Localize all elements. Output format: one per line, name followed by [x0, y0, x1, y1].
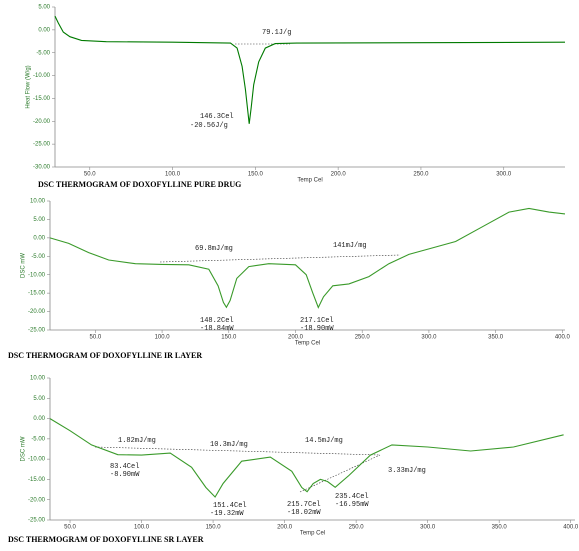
annotation: 69.8mJ/mg — [195, 245, 233, 253]
annotation: -16.95mW — [335, 501, 369, 509]
annotation: -8.90mW — [110, 471, 140, 479]
annotation: -18.90mW — [300, 325, 334, 333]
annotation: 141mJ/mg — [333, 242, 367, 250]
baseline — [159, 254, 401, 263]
baseline — [299, 454, 381, 493]
baseline — [94, 446, 381, 456]
annotation: 146.3Cel — [200, 113, 234, 121]
y-tick-label: 10.00 — [30, 199, 46, 205]
y-tick-label: -20.00 — [28, 497, 46, 503]
caption: DSC THERMOGRAM OF DOXOFYLLINE SR LAYER — [8, 535, 204, 544]
y-tick-label: -15.00 — [28, 291, 46, 297]
x-axis-label: Temp Cel — [300, 531, 325, 537]
y-tick-label: -25.00 — [28, 518, 46, 524]
x-tick-label: 150.0 — [248, 172, 264, 178]
y-tick-label: -10.00 — [33, 73, 51, 79]
caption: DSC THERMOGRAM OF DOXOFYLLINE PURE DRUG — [38, 180, 241, 189]
x-axis-label: Temp Cel — [295, 341, 320, 347]
x-tick-label: 300.0 — [496, 172, 512, 178]
y-axis-label: DSC mW — [21, 436, 27, 461]
annotation: -20.56J/g — [190, 122, 228, 130]
y-tick-label: -10.00 — [28, 457, 46, 463]
x-tick-label: 150.0 — [206, 525, 222, 531]
y-tick-label: 0.00 — [33, 235, 45, 241]
x-tick-label: 50.0 — [64, 525, 76, 531]
annotation: 217.1Cel — [300, 317, 334, 325]
annotation: 14.5mJ/mg — [305, 437, 343, 445]
x-tick-label: 200.0 — [277, 525, 293, 531]
y-tick-label: -15.00 — [28, 477, 46, 483]
annotation: 79.1J/g — [262, 29, 291, 37]
annotation: 148.2Cel — [200, 317, 234, 325]
annotation: -18.84mW — [200, 325, 234, 333]
x-tick-label: 300.0 — [420, 525, 436, 531]
y-tick-label: -5.00 — [31, 254, 45, 260]
annotation: 83.4Cel — [110, 463, 139, 471]
annotation: 1.82mJ/mg — [118, 437, 156, 445]
x-tick-label: 400.0 — [555, 335, 571, 341]
x-axis-label: Temp Cel — [297, 178, 322, 184]
x-tick-label: 200.0 — [288, 335, 304, 341]
y-tick-label: -5.00 — [31, 436, 45, 442]
y-tick-label: -20.00 — [28, 309, 46, 315]
x-tick-label: 400.0 — [563, 525, 579, 531]
y-tick-label: -25.00 — [33, 142, 51, 148]
annotation: 215.7Cel — [287, 501, 321, 509]
x-tick-label: 100.0 — [165, 172, 181, 178]
x-tick-label: 350.0 — [488, 335, 504, 341]
x-tick-label: 150.0 — [221, 335, 237, 341]
x-tick-label: 250.0 — [349, 525, 365, 531]
y-tick-label: 0.00 — [38, 27, 50, 33]
annotation: -19.32mW — [210, 510, 244, 518]
y-tick-label: 5.00 — [33, 217, 45, 223]
y-tick-label: -30.00 — [33, 165, 51, 171]
x-tick-label: 50.0 — [90, 335, 102, 341]
y-tick-label: 10.00 — [30, 376, 46, 382]
y-tick-label: -5.00 — [36, 50, 50, 56]
annotation: 151.4Cel — [213, 502, 247, 510]
y-tick-label: 5.00 — [33, 396, 45, 402]
caption: DSC THERMOGRAM OF DOXOFYLLINE IR LAYER — [8, 351, 202, 360]
annotation: 3.33mJ/mg — [388, 467, 426, 475]
x-tick-label: 100.0 — [155, 335, 171, 341]
y-tick-label: 0.00 — [33, 416, 45, 422]
y-tick-label: -20.00 — [33, 119, 51, 125]
annotation: 10.3mJ/mg — [210, 441, 248, 449]
thermogram-line — [49, 418, 564, 498]
x-tick-label: 100.0 — [134, 525, 150, 531]
y-tick-label: -10.00 — [28, 272, 46, 278]
y-tick-label: -15.00 — [33, 96, 51, 102]
annotation: -18.02mW — [287, 509, 321, 517]
y-axis-label: DSC mW — [21, 253, 27, 278]
y-tick-label: -25.00 — [28, 328, 46, 334]
thermogram-line — [54, 15, 566, 124]
x-tick-label: 350.0 — [492, 525, 508, 531]
x-tick-label: 300.0 — [421, 335, 437, 341]
annotation: 235.4Cel — [335, 493, 369, 501]
x-tick-label: 50.0 — [84, 172, 96, 178]
x-tick-label: 250.0 — [355, 335, 371, 341]
x-tick-label: 200.0 — [331, 172, 347, 178]
x-tick-label: 250.0 — [413, 172, 429, 178]
thermogram-line — [49, 207, 566, 309]
y-tick-label: 5.00 — [38, 5, 50, 11]
y-axis-label: Heat Flow (W/g) — [26, 65, 32, 108]
